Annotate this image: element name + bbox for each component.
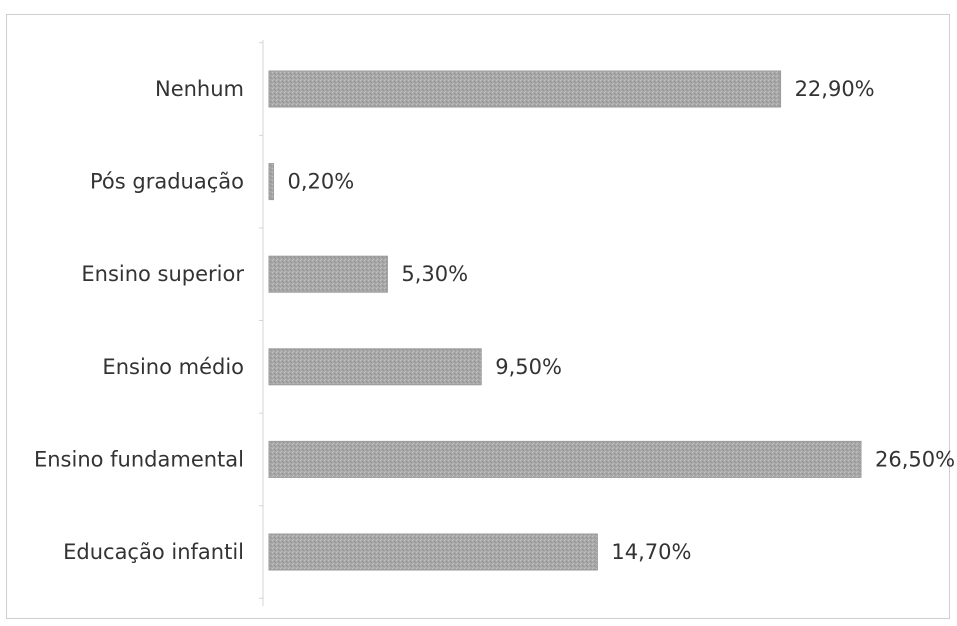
category-label: Nenhum — [155, 77, 244, 101]
category-label: Ensino superior — [81, 262, 244, 286]
bar — [268, 163, 274, 201]
value-label: 14,70% — [611, 540, 691, 564]
chart-frame — [6, 14, 950, 619]
bar — [268, 440, 862, 478]
category-label: Pós graduação — [90, 170, 244, 194]
bar — [268, 70, 782, 108]
value-label: 26,50% — [875, 447, 955, 471]
value-label: 0,20% — [287, 170, 354, 194]
category-label: Educação infantil — [63, 540, 244, 564]
value-label: 9,50% — [495, 355, 562, 379]
category-label: Ensino fundamental — [34, 447, 244, 471]
category-label: Ensino médio — [102, 355, 244, 379]
bar — [268, 348, 482, 386]
value-label: 5,30% — [401, 262, 468, 286]
bar — [268, 533, 598, 571]
bar — [268, 255, 388, 293]
value-label: 22,90% — [795, 77, 875, 101]
